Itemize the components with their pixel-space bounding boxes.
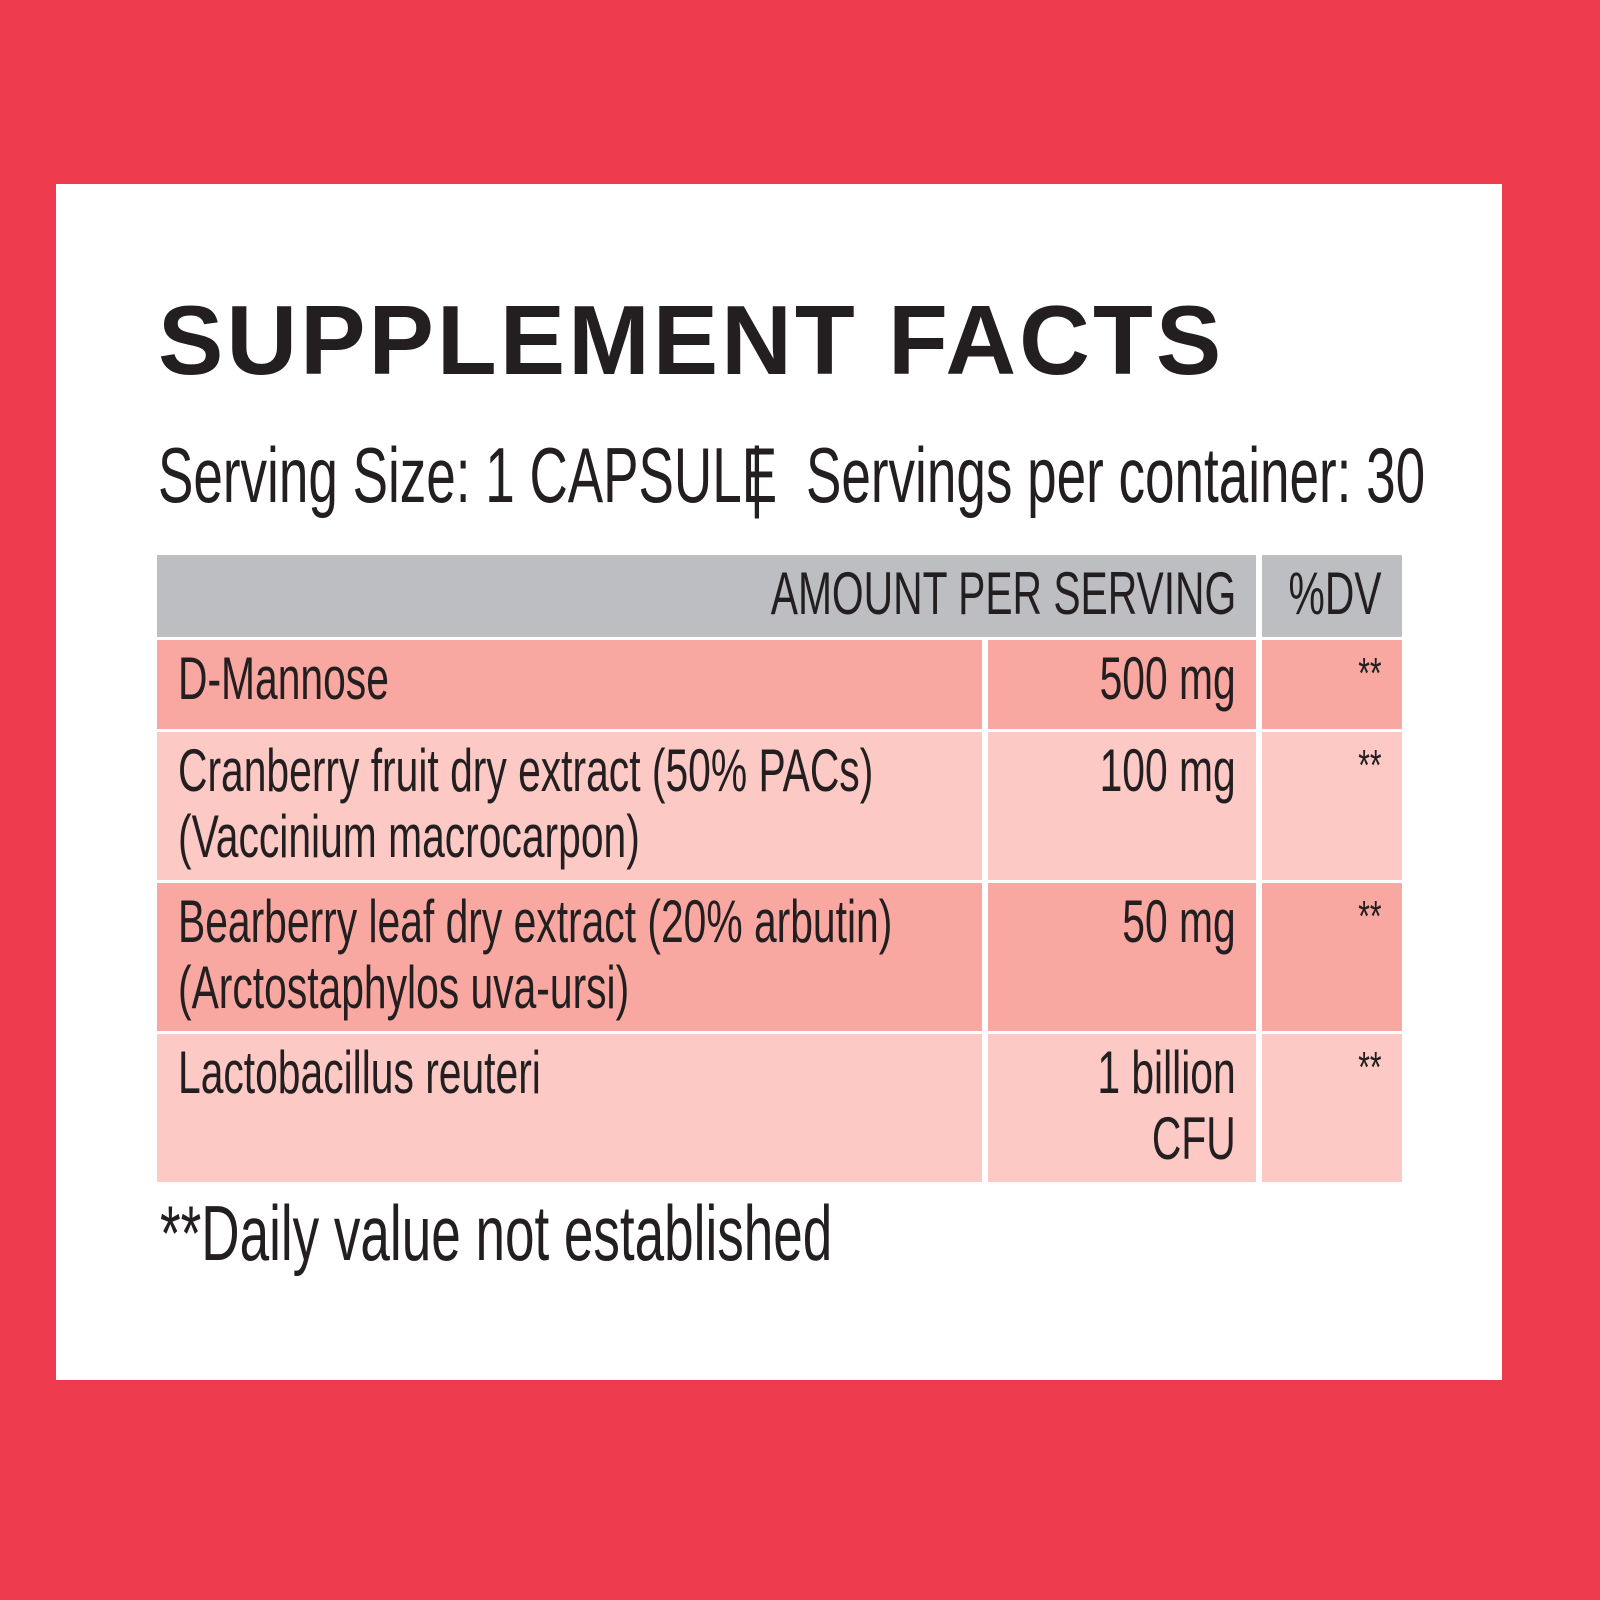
amount: 50 mg bbox=[1122, 888, 1236, 955]
amount: 500 mg bbox=[1099, 645, 1236, 712]
facts-table: AMOUNT PER SERVING %DV D-Mannose 500 mg ** Cr… bbox=[157, 555, 1402, 1182]
table-cell: Bearberry leaf dry extract (20% arbutin)… bbox=[157, 883, 982, 1031]
table-cell: 50 mg bbox=[988, 883, 1256, 1031]
title: SUPPLEMENT FACTS bbox=[158, 285, 1225, 395]
daily-value: ** bbox=[1358, 1043, 1382, 1092]
table-cell: ** bbox=[1262, 1034, 1402, 1182]
daily-value: ** bbox=[1358, 892, 1382, 941]
daily-value: ** bbox=[1358, 741, 1382, 790]
header-amount: AMOUNT PER SERVING bbox=[770, 560, 1236, 627]
amount: 100 mg bbox=[1099, 737, 1236, 804]
header-dv: %DV bbox=[1289, 560, 1382, 627]
table-cell: 100 mg bbox=[988, 732, 1256, 880]
ingredient-name: Cranberry fruit dry extract (50% PACs) (… bbox=[178, 737, 874, 870]
header-cell: AMOUNT PER SERVING bbox=[157, 555, 1256, 637]
table-cell: ** bbox=[1262, 883, 1402, 1031]
ingredient-name: Bearberry leaf dry extract (20% arbutin)… bbox=[178, 888, 893, 1021]
table-cell: Cranberry fruit dry extract (50% PACs) (… bbox=[157, 732, 982, 880]
header-cell: %DV bbox=[1262, 555, 1402, 637]
serving-size: Serving Size: 1 CAPSULE bbox=[158, 431, 778, 519]
table-cell: Lactobacillus reuteri bbox=[157, 1034, 982, 1182]
ingredient-name: Lactobacillus reuteri bbox=[178, 1039, 541, 1106]
table-cell: 1 billion CFU bbox=[988, 1034, 1256, 1182]
separator: | bbox=[750, 431, 764, 519]
ingredient-name: D-Mannose bbox=[178, 645, 389, 712]
table-cell: ** bbox=[1262, 640, 1402, 729]
amount: 1 billion CFU bbox=[1097, 1039, 1236, 1172]
daily-value: ** bbox=[1358, 649, 1382, 698]
servings-per-container: Servings per container: 30 bbox=[806, 431, 1426, 519]
footnote: **Daily value not established bbox=[160, 1189, 833, 1277]
table-cell: D-Mannose bbox=[157, 640, 982, 729]
table-cell: ** bbox=[1262, 732, 1402, 880]
table-cell: 500 mg bbox=[988, 640, 1256, 729]
